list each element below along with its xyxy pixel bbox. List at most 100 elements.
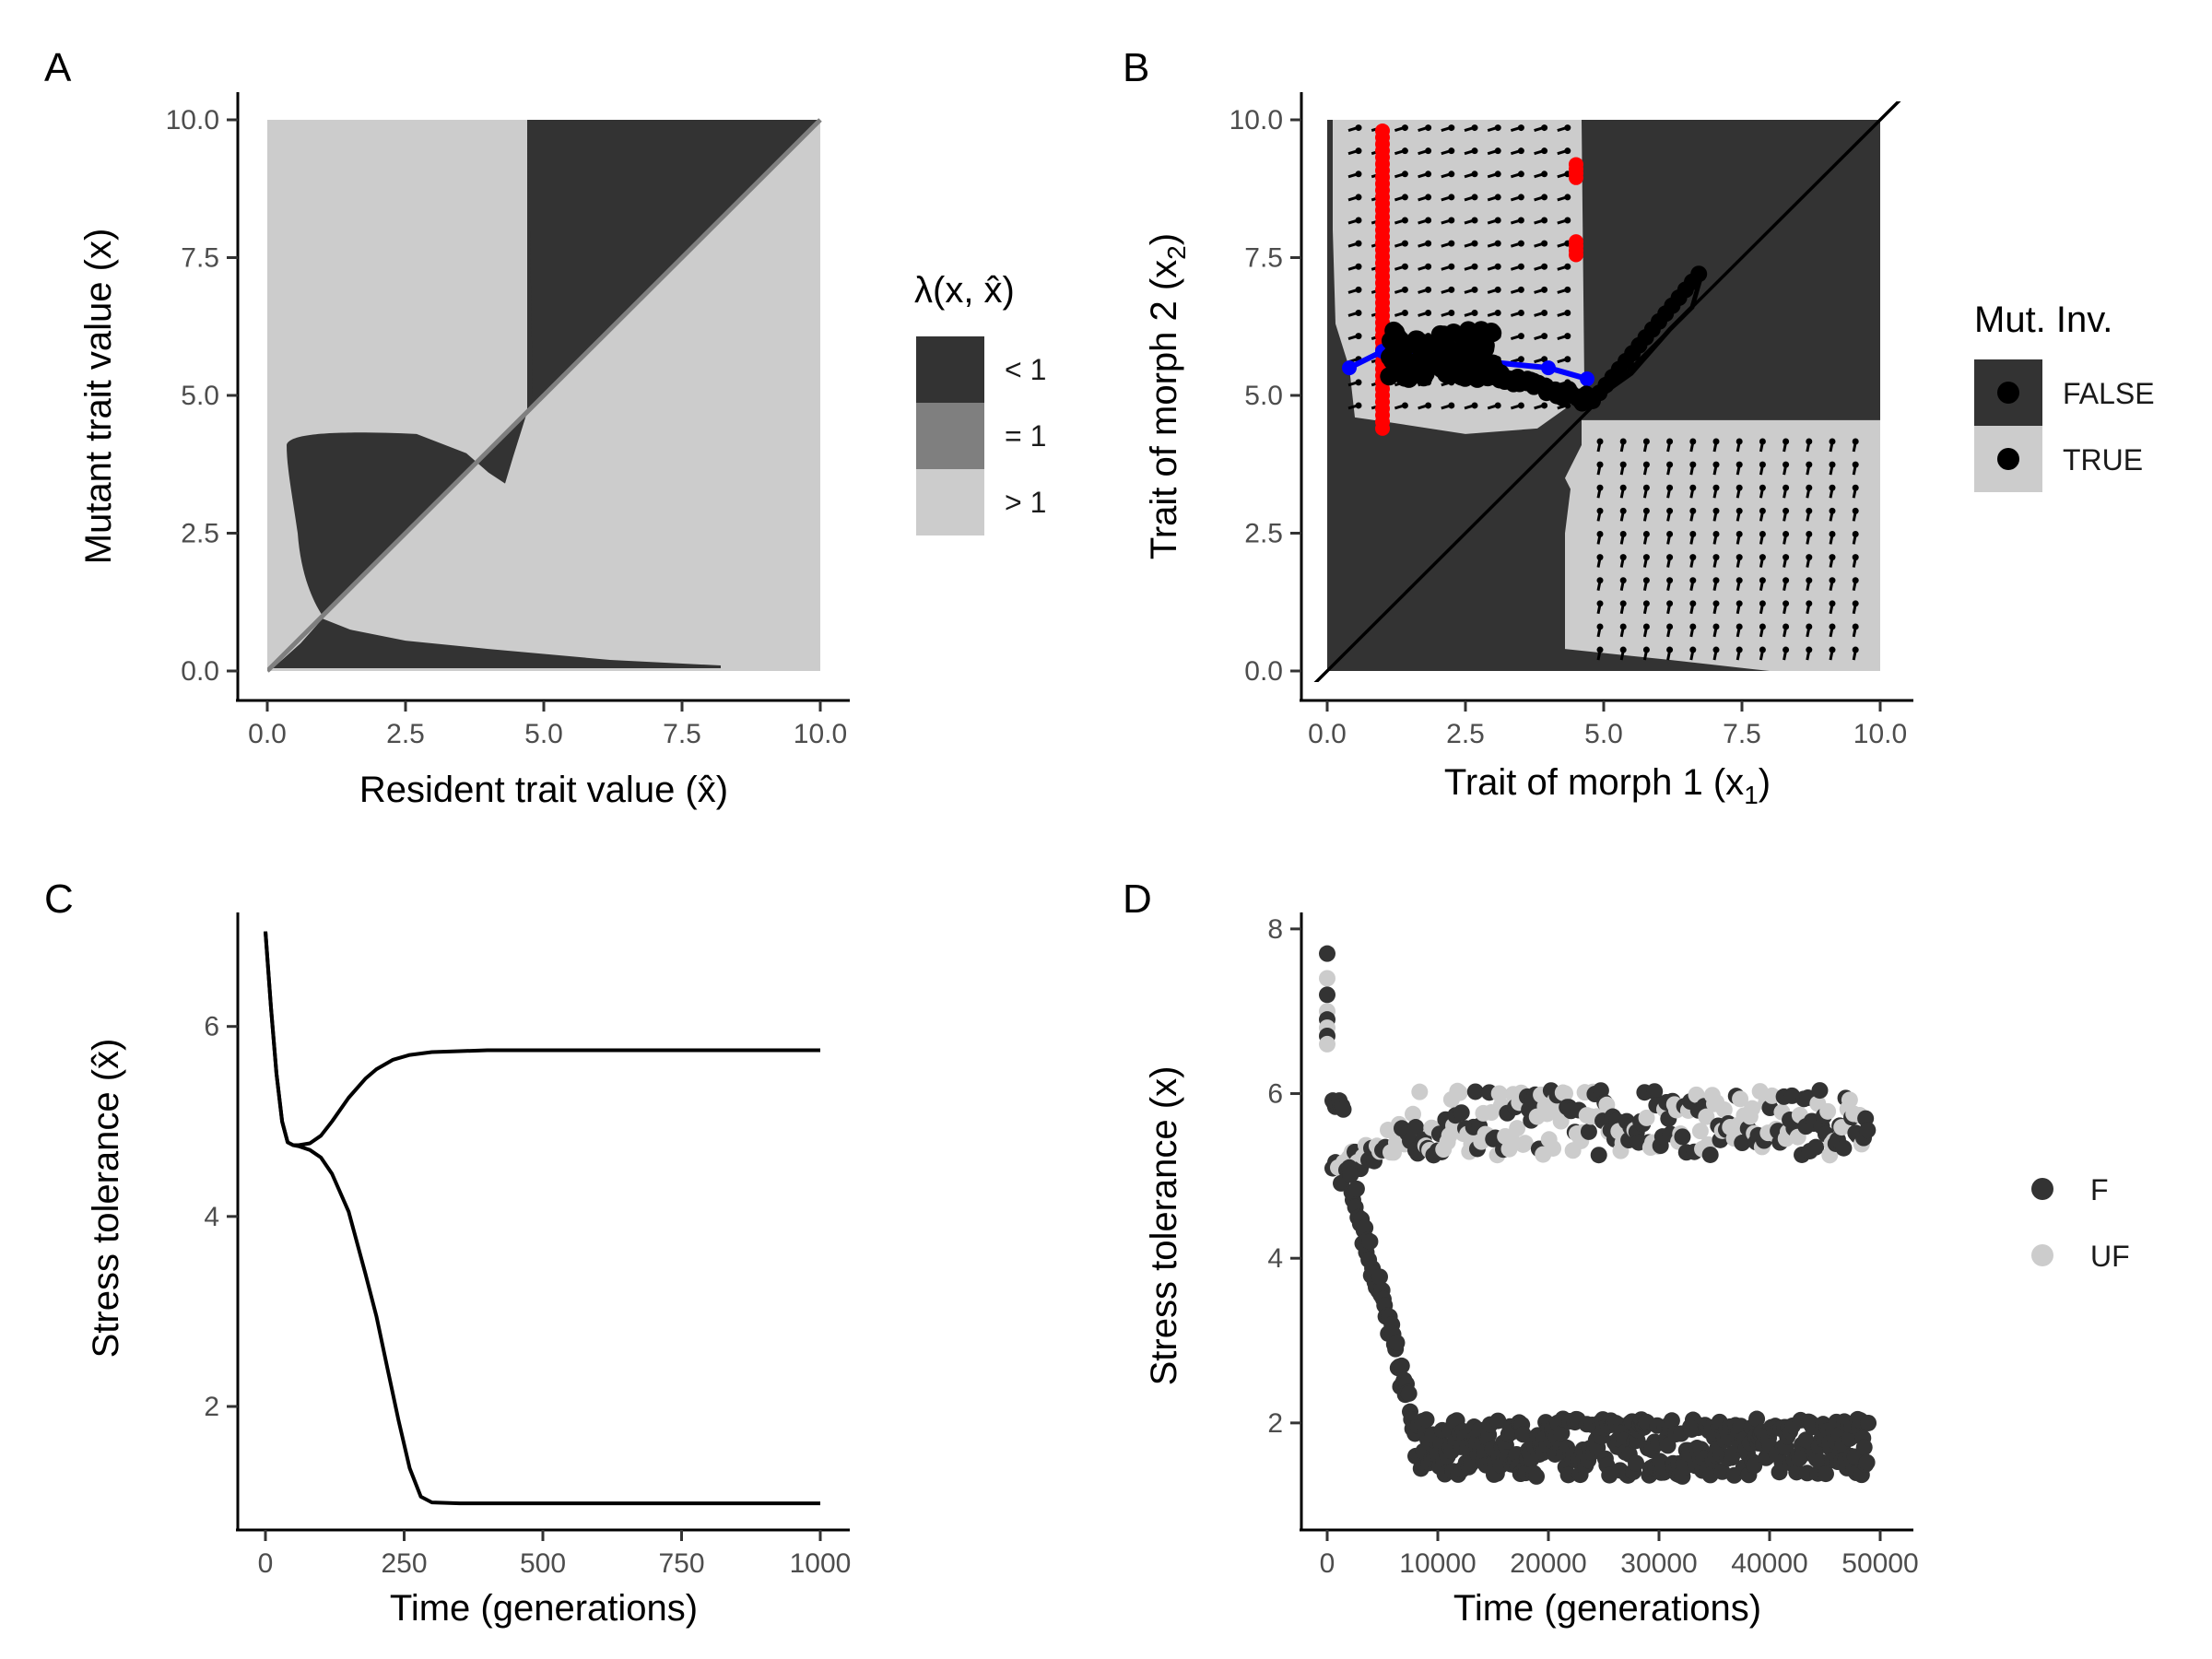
panel-d: D 0 10000 20000 30000 40000 50000 2 4 6 8 Time (g… <box>1123 877 2130 1629</box>
pip-arrow-head <box>1494 240 1501 247</box>
pip-arrow-head <box>1448 124 1455 132</box>
y-tick-label: 10.0 <box>166 105 219 135</box>
x-tick-label: 500 <box>520 1548 566 1579</box>
panel-a-x-title: Resident trait value (x̂) <box>359 770 728 810</box>
legend-label-uf: UF <box>2090 1240 2130 1273</box>
pip-arrow-head <box>1619 600 1627 607</box>
pip-arrow-head <box>1619 484 1627 491</box>
pip-arrow-head <box>1517 217 1524 224</box>
pip-arrow-head <box>1425 147 1432 155</box>
pip-arrow-head <box>1448 240 1455 247</box>
scatter-point <box>1698 1108 1715 1125</box>
panel-b-legend: Mut. Inv. FALSE TRUE <box>1974 300 2155 492</box>
heatmap-diagonal <box>267 118 822 673</box>
pip-arrow-head <box>1852 438 1859 445</box>
heatmap-region-below-blob <box>287 411 527 617</box>
pip-arrow-head <box>1759 438 1766 445</box>
scatter-point <box>1732 1090 1749 1108</box>
scatter-point <box>1746 1457 1763 1475</box>
pip-arrow-head <box>1712 484 1720 491</box>
pip-arrow-head <box>1448 171 1455 178</box>
x-tick-label: 20000 <box>1510 1548 1586 1579</box>
y-tick-label: 8 <box>1267 914 1283 945</box>
scatter-point <box>1855 1439 1873 1456</box>
panel-b-y-title: Trait of morph 2 (x2) <box>1144 233 1191 559</box>
line-series-2 <box>264 931 820 1506</box>
pip-arrow-head <box>1666 484 1674 491</box>
scatter-point <box>1453 1104 1470 1122</box>
pip-arrow-head <box>1425 240 1432 247</box>
pip-arrow-head <box>1783 554 1790 561</box>
pip-arrow-head <box>1596 600 1604 607</box>
pip-arrow-head <box>1448 402 1455 409</box>
panel-a-heatmap <box>267 118 822 673</box>
pip-arrow-head <box>1712 623 1720 630</box>
scatter-point <box>1552 1112 1570 1130</box>
y-tick-label: 6 <box>204 1012 219 1042</box>
pip-arrow-head <box>1401 263 1408 270</box>
y-tick-label: 0.0 <box>1244 656 1283 687</box>
pip-arrow-head <box>1829 623 1836 630</box>
panel-d-x-title: Time (generations) <box>1453 1588 1761 1629</box>
pip-arrow-head <box>1735 484 1743 491</box>
scatter-point <box>1663 1412 1680 1430</box>
pip-arrow-head <box>1494 217 1501 224</box>
pip-arrow-head <box>1735 554 1743 561</box>
pip-arrow-head <box>1471 263 1478 270</box>
pip-arrow-head <box>1517 171 1524 178</box>
pip-arrow-head <box>1759 577 1766 584</box>
pip-arrow-head <box>1783 530 1790 537</box>
x-tick-label: 1000 <box>790 1548 852 1579</box>
scatter-point <box>1545 1139 1562 1157</box>
pip-arrow-head <box>1517 147 1524 155</box>
panel-c-x-title: Time (generations) <box>390 1588 698 1629</box>
pip-arrow-head <box>1759 507 1766 514</box>
pip-arrow-head <box>1735 623 1743 630</box>
scatter-point <box>1393 1357 1410 1374</box>
pip-arrow-head <box>1689 623 1697 630</box>
pip-arrow-head <box>1596 507 1604 514</box>
red-trajectory-point <box>1569 234 1583 250</box>
pip-arrow-head <box>1783 623 1790 630</box>
pip-arrow-head <box>1494 194 1501 201</box>
scatter-point <box>1451 1084 1468 1101</box>
pip-arrow-head <box>1829 461 1836 468</box>
x-tick-label: 0 <box>1320 1548 1335 1579</box>
scatter-point <box>1811 1082 1829 1100</box>
pip-arrow-head <box>1735 507 1743 514</box>
y-tick-label: 4 <box>204 1202 219 1232</box>
pip-arrow-head <box>1806 623 1813 630</box>
legend-point-true <box>1997 448 2019 470</box>
pip-arrow-head <box>1541 286 1548 293</box>
pip-arrow-head <box>1517 124 1524 132</box>
pip-arrow-head <box>1471 240 1478 247</box>
pip-arrow-head <box>1642 530 1650 537</box>
pip-arrow-head <box>1712 530 1720 537</box>
panel-a-letter: A <box>44 45 72 90</box>
scatter-point <box>1859 1122 1877 1139</box>
scatter-point <box>1817 1465 1834 1483</box>
pip-arrow-head <box>1783 461 1790 468</box>
pip-arrow-head <box>1517 240 1524 247</box>
pip-arrow-head <box>1619 646 1627 653</box>
pip-arrow-head <box>1471 309 1478 316</box>
pip-arrow-head <box>1829 577 1836 584</box>
pip-arrow-head <box>1806 577 1813 584</box>
pip-arrow-head <box>1471 402 1478 409</box>
scatter-point <box>1400 1384 1418 1402</box>
scatter-point <box>1516 1135 1534 1152</box>
pip-arrow-head <box>1471 217 1478 224</box>
pip-arrow-head <box>1806 530 1813 537</box>
pip-arrow-head <box>1619 461 1627 468</box>
heatmap-region-below-edge <box>527 120 533 409</box>
pip-arrow-head <box>1517 309 1524 316</box>
scatter-point <box>1371 1268 1388 1286</box>
pip-arrow-head <box>1355 402 1362 409</box>
pip-arrow-head <box>1666 438 1674 445</box>
pip-arrow-head <box>1666 600 1674 607</box>
pip-arrow-head <box>1401 217 1408 224</box>
pip-arrow-head <box>1471 194 1478 201</box>
heatmap-region-below-bottom <box>273 618 721 669</box>
pip-arrow-head <box>1494 124 1501 132</box>
pip-arrow-head <box>1712 507 1720 514</box>
